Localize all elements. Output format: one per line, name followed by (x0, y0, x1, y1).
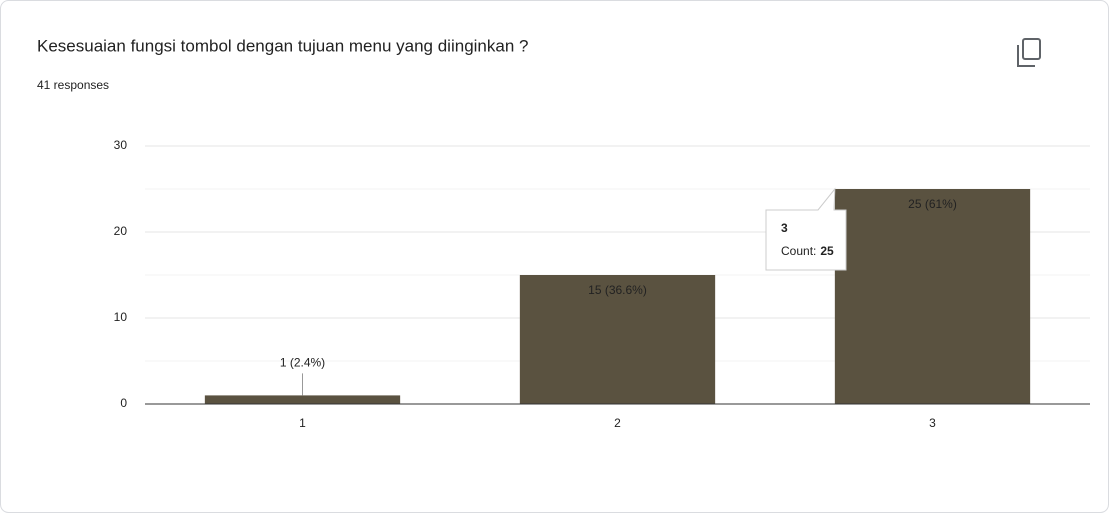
tooltip-box (765, 187, 847, 271)
x-tick-label: 2 (614, 416, 621, 430)
bar (204, 395, 401, 404)
tooltip-count: Count: 25 (781, 244, 834, 258)
copy-icon-front[interactable] (1022, 38, 1041, 60)
data-label: 15 (36.6%) (588, 283, 647, 297)
copy-icon[interactable] (1017, 38, 1041, 67)
tooltip-count-value: 25 (820, 244, 834, 258)
bar (519, 275, 716, 404)
tooltip: 3 Count: 25 (765, 187, 847, 271)
bar (834, 189, 1031, 404)
y-tick-label: 30 (114, 138, 128, 152)
x-tick-label: 1 (299, 416, 306, 430)
chart-subtitle: 41 responses (37, 78, 109, 92)
data-label: 1 (2.4%) (280, 356, 325, 370)
y-tick-label: 20 (114, 224, 128, 238)
chart-title: Kesesuaian fungsi tombol dengan tujuan m… (37, 36, 528, 55)
data-label: 25 (61%) (908, 197, 957, 211)
copy-icon-back[interactable] (1017, 45, 1035, 67)
y-tick-label: 0 (120, 396, 127, 410)
x-tick-label: 3 (929, 416, 936, 430)
tooltip-count-label: Count: (781, 244, 816, 258)
y-tick-label: 10 (114, 310, 128, 324)
tooltip-category: 3 (781, 221, 788, 235)
